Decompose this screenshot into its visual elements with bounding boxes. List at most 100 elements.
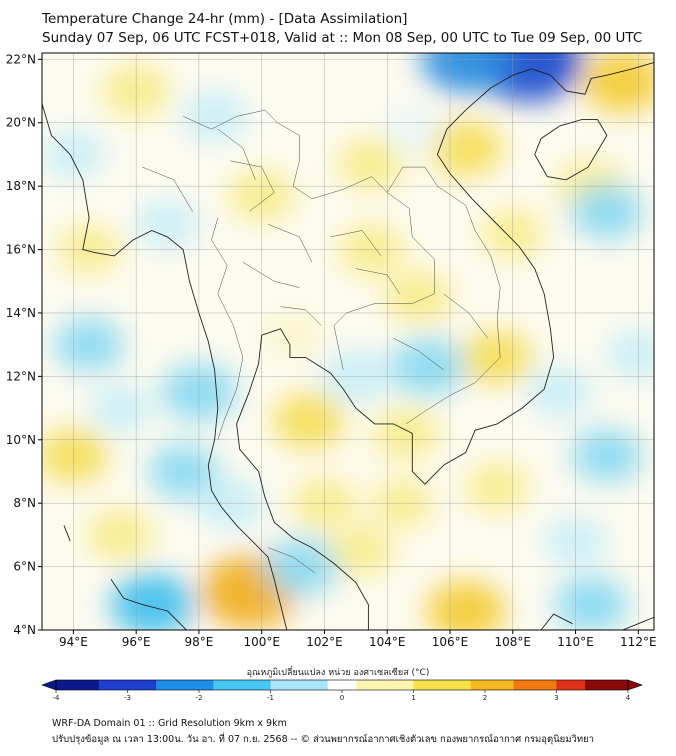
province-boundary [280,306,322,326]
lon-tick-label: 98°E [184,635,213,649]
colorbar-segment [585,680,600,690]
colorbar-segment [384,680,400,690]
anomaly-patch [384,270,453,324]
colorbar-tick-label: -2 [196,694,203,702]
footer-model-info: WRF-DA Domain 01 :: Grid Resolution 9km … [52,718,287,729]
colorbar-segment [399,680,414,690]
colorbar-segment [227,680,243,690]
anomaly-patch [571,428,642,483]
colorbar-segment [442,680,457,690]
anomaly-patch [421,53,510,94]
province-boundary [230,160,275,212]
anomaly-patch [263,312,323,358]
lon-tick-label: 100°E [243,635,280,649]
colorbar-segment [513,680,529,690]
province-boundary [217,128,256,180]
anomaly-patch [272,393,345,449]
latitude-labels: 22°N 20°N 18°N 16°N 14°N 12°N 10°N 8°N 6°N 4°N [6,52,42,637]
colorbar-tick-label: 4 [626,694,631,702]
colorbar-title: อุณหภูมิเปลี่ยนแปลง หน่วย องศาเซลเซียส (… [246,668,430,678]
colorbar-segment [256,680,271,690]
coastline-natuna [540,613,573,630]
lon-tick-label: 110°E [557,635,594,649]
anomaly-patch [330,526,394,575]
lat-tick-label: 12°N [6,369,36,383]
colorbar-segment [70,680,86,690]
colorbar-segment [113,680,128,690]
anomaly-patch [42,428,109,483]
colorbar-segment [170,680,186,690]
coastline-andaman [42,103,288,630]
lon-tick-label: 112°E [620,635,657,649]
colorbar-segment [413,680,429,690]
anomaly-patch [390,337,466,396]
colorbar-segment [284,680,300,690]
colorbar-segment [342,680,357,690]
colorbar-segment [327,680,343,690]
colorbar-segment [556,680,572,690]
colorbar-tick-label: -3 [124,694,131,702]
province-boundaries [142,109,501,574]
lon-tick-label: 102°E [306,635,343,649]
map-title: Temperature Change 24-hr (mm) - [Data As… [42,11,408,27]
anomaly-patch [571,183,643,240]
anomaly-patch [554,576,629,630]
graticule [42,53,654,630]
anomaly-patch [337,137,406,191]
border-thai-malaysia [267,547,316,574]
colorbar-segment [241,680,257,690]
colorbar-segment [299,680,314,690]
colorbar-segment [356,680,372,690]
anomaly-patch [527,367,593,418]
colorbar-min-extend [41,679,57,691]
anomaly-patch [465,463,529,512]
province-boundary [355,268,400,295]
lon-tick-label: 94°E [59,635,88,649]
lat-tick-label: 16°N [6,243,36,257]
anomaly-patch [426,580,506,630]
colorbar-tick-label: -1 [267,694,274,702]
colorbar-tick-label: 2 [483,694,487,702]
map-subtitle: Sunday 07 Sep, 06 UTC FCST+018, Valid at… [42,30,643,46]
province-boundary [142,166,193,212]
province-boundary [393,338,444,371]
lat-tick-label: 10°N [6,433,36,447]
anomaly-patch [382,106,442,152]
colorbar-segment [470,680,486,690]
lat-tick-label: 6°N [13,560,36,574]
anomaly-patch [89,384,151,432]
coastline-sumatra [110,579,187,630]
lon-tick-label: 106°E [432,635,469,649]
lat-tick-label: 8°N [13,496,36,510]
lon-tick-label: 104°E [369,635,406,649]
colorbar-segment [156,680,171,690]
anomaly-patch [136,199,199,249]
colorbar-tick-label: -4 [53,694,61,702]
longitude-labels: 94°E 96°E 98°E 100°E 102°E 104°E 106°E 108°E 110… [59,630,657,649]
anomaly-patch [181,90,248,143]
lat-tick-label: 18°N [6,179,36,193]
colorbar-max-extend [627,679,643,691]
border-laos-vietnam-cambodia [387,166,501,425]
colorbar-segment [313,680,329,690]
province-boundary [330,230,382,257]
colorbar-segment [485,680,500,690]
province-boundary [443,293,488,339]
colorbar-tick-label: 0 [340,694,344,702]
colorbar-segment [127,680,143,690]
anomaly-patch [87,509,154,561]
map-plot-area [42,53,654,630]
colorbar-tick-label: 3 [554,694,558,702]
colorbar-segment [213,680,229,690]
anomaly-patch [54,317,125,372]
colorbar-tick-label: 1 [411,694,415,702]
anomaly-patch [372,407,440,460]
anomaly-patch [110,572,194,630]
colorbar-segment [270,680,286,690]
border-thai-laos-cambodia [183,109,435,371]
coastline-borneo [622,616,654,630]
colorbar-segment [456,680,472,690]
colorbar-segment [56,680,71,690]
colorbar-segment [141,680,157,690]
